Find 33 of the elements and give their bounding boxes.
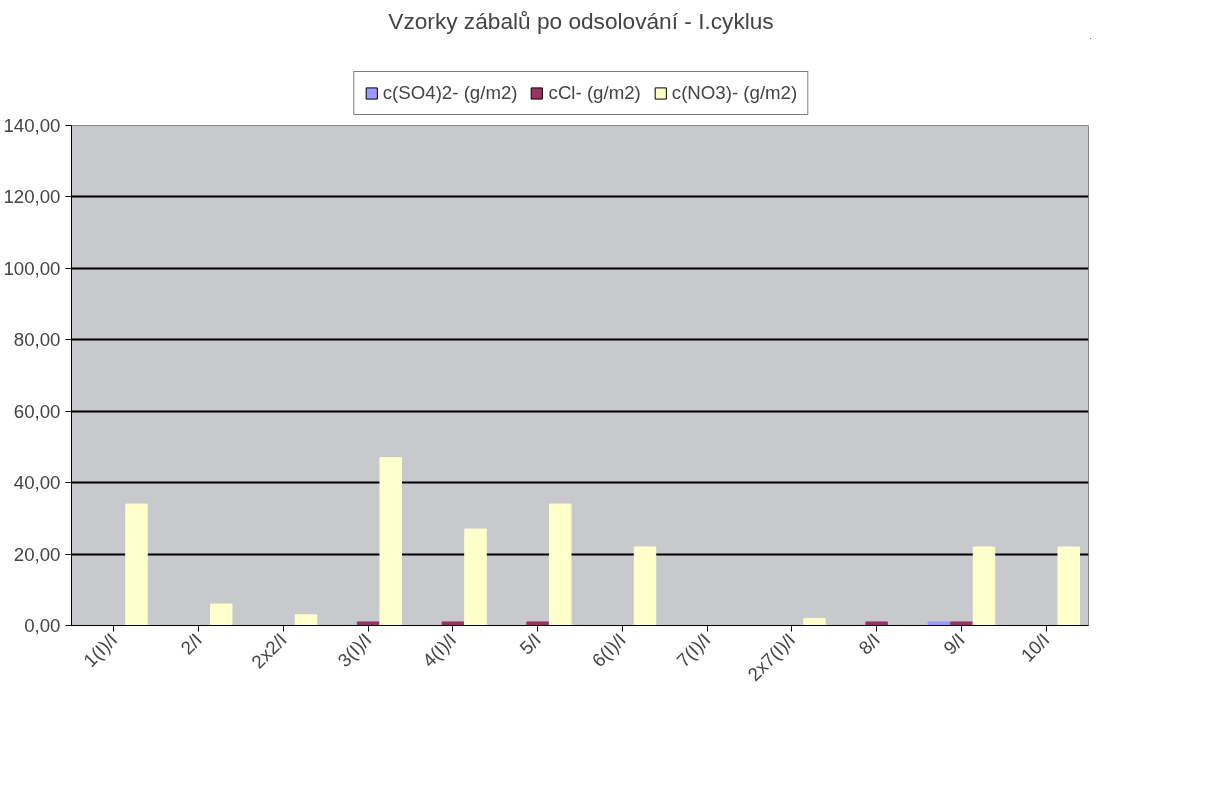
bar bbox=[548, 503, 572, 626]
bar bbox=[803, 617, 826, 626]
bar bbox=[379, 457, 402, 626]
y-tick-label: 0,00 bbox=[24, 615, 61, 636]
bar bbox=[464, 528, 487, 626]
bar bbox=[356, 621, 380, 626]
y-tick-label: 60,00 bbox=[13, 400, 61, 422]
x-tick-label: 5/I bbox=[515, 629, 546, 659]
bar bbox=[633, 546, 657, 626]
legend-label: cCl- (g/m2) bbox=[548, 82, 641, 104]
bar bbox=[441, 621, 465, 626]
bar bbox=[294, 614, 318, 626]
bar bbox=[125, 503, 148, 626]
bar bbox=[209, 603, 233, 626]
x-tick-label: 8/I bbox=[854, 629, 885, 659]
y-tick-label: 40,00 bbox=[13, 472, 61, 494]
legend-label: c(SO4)2- (g/m2) bbox=[382, 82, 518, 104]
x-tick-label: 10/I bbox=[1016, 629, 1054, 666]
chart-title: Vzorky zábalů po odsolování - I.cyklus bbox=[388, 7, 774, 34]
y-tick-label: 80,00 bbox=[13, 329, 61, 351]
x-tick-label: 2/I bbox=[176, 629, 207, 659]
y-tick-label: 100,00 bbox=[3, 257, 61, 279]
bar bbox=[865, 621, 888, 626]
y-tick-label: 20,00 bbox=[13, 543, 61, 565]
y-tick-label: 140,00 bbox=[3, 115, 61, 136]
bar bbox=[927, 621, 951, 626]
bar bbox=[950, 621, 973, 626]
legend-label: c(NO3)- (g/m2) bbox=[671, 82, 798, 104]
bar bbox=[1057, 546, 1080, 626]
y-tick-label: 120,00 bbox=[3, 186, 61, 208]
x-tick-label: 9/I bbox=[939, 629, 969, 659]
bar bbox=[526, 621, 549, 626]
bar bbox=[972, 546, 996, 626]
